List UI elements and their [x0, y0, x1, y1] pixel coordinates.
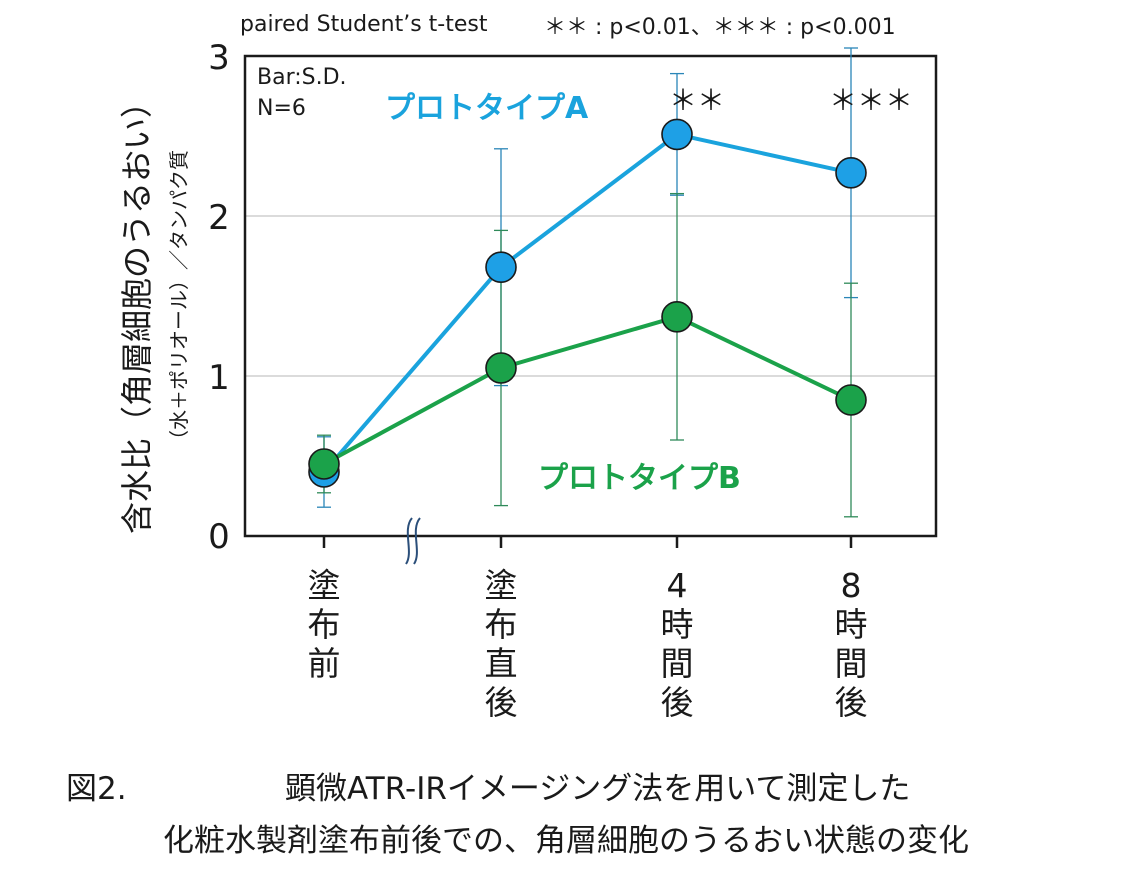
test-note: paired Student’s t-test — [240, 12, 488, 37]
y-tick-label-0: 0 — [208, 517, 230, 557]
significance-marker-2: ＊＊ — [669, 84, 725, 117]
series-line-a — [322, 132, 852, 474]
n-note: N=6 — [257, 96, 306, 121]
x-category-label-3-char-3: 後 — [835, 683, 868, 722]
plot-frame — [243, 54, 938, 538]
point-a-1 — [485, 251, 517, 284]
x-category-label-1-char-1: 布 — [485, 605, 518, 644]
caption-line-1: 顕微ATR-IRイメージング法を用いて測定した — [285, 771, 911, 807]
y-tick-label-3: 3 — [208, 38, 230, 78]
x-category-label-2-char-1: 時 — [661, 605, 694, 644]
series-label-a: プロトタイプA — [385, 91, 589, 126]
y-axis-sublabel: （水＋ポリオール）／タンパク質 — [167, 150, 191, 450]
significance-legend: ＊＊ : p<0.01、＊＊＊ : p<0.001 — [544, 15, 896, 40]
caption-line-2: 化粧水製剤塗布前後での、角層細胞のうるおい状態の変化 — [163, 823, 969, 859]
x-category-label-2-char-2: 間 — [661, 644, 694, 683]
caption-label: 図2. — [66, 771, 127, 807]
chart: 0 1 2 3 含水比（角層細胞のうるおい） （水＋ポリオール）／タンパク質 p… — [118, 12, 938, 722]
significance-marker-3: ＊＊＊ — [829, 84, 913, 117]
x-category-label-3-char-2: 間 — [835, 644, 868, 683]
y-tick-label-2: 2 — [208, 198, 230, 238]
x-category-label-3-char-0: 8 — [841, 566, 862, 605]
y-tick-label-1: 1 — [208, 358, 230, 398]
x-category-label-2-char-3: 後 — [661, 683, 694, 722]
series-label-b: プロトタイプB — [538, 461, 741, 496]
point-a-3 — [835, 157, 867, 189]
axis-break-mark — [405, 517, 421, 565]
bar-note: Bar:S.D. — [257, 65, 347, 90]
point-b-1 — [485, 352, 517, 384]
point-a-2 — [661, 118, 693, 151]
x-category-label-0-char-2: 前 — [308, 644, 341, 683]
x-category-label-1-char-0: 塗 — [485, 566, 518, 605]
point-b-0 — [308, 448, 340, 480]
x-category-label-3-char-1: 時 — [835, 605, 868, 644]
x-category-label-2-char-0: 4 — [667, 566, 688, 605]
x-tick-marks — [322, 536, 853, 548]
series-line-b — [323, 314, 852, 466]
data-points — [308, 118, 867, 488]
y-axis-label: 含水比（角層細胞のうるおい） — [118, 86, 156, 534]
x-category-label-0-char-0: 塗 — [308, 566, 341, 605]
point-b-3 — [835, 384, 867, 416]
x-category-label-1-char-3: 後 — [485, 683, 518, 722]
point-b-2 — [661, 300, 693, 333]
significance-markers: ＊＊ ＊＊＊ — [669, 84, 913, 117]
x-category-label-1-char-2: 直 — [485, 644, 518, 683]
x-category-label-0-char-1: 布 — [308, 605, 341, 644]
series-lines — [322, 132, 852, 474]
